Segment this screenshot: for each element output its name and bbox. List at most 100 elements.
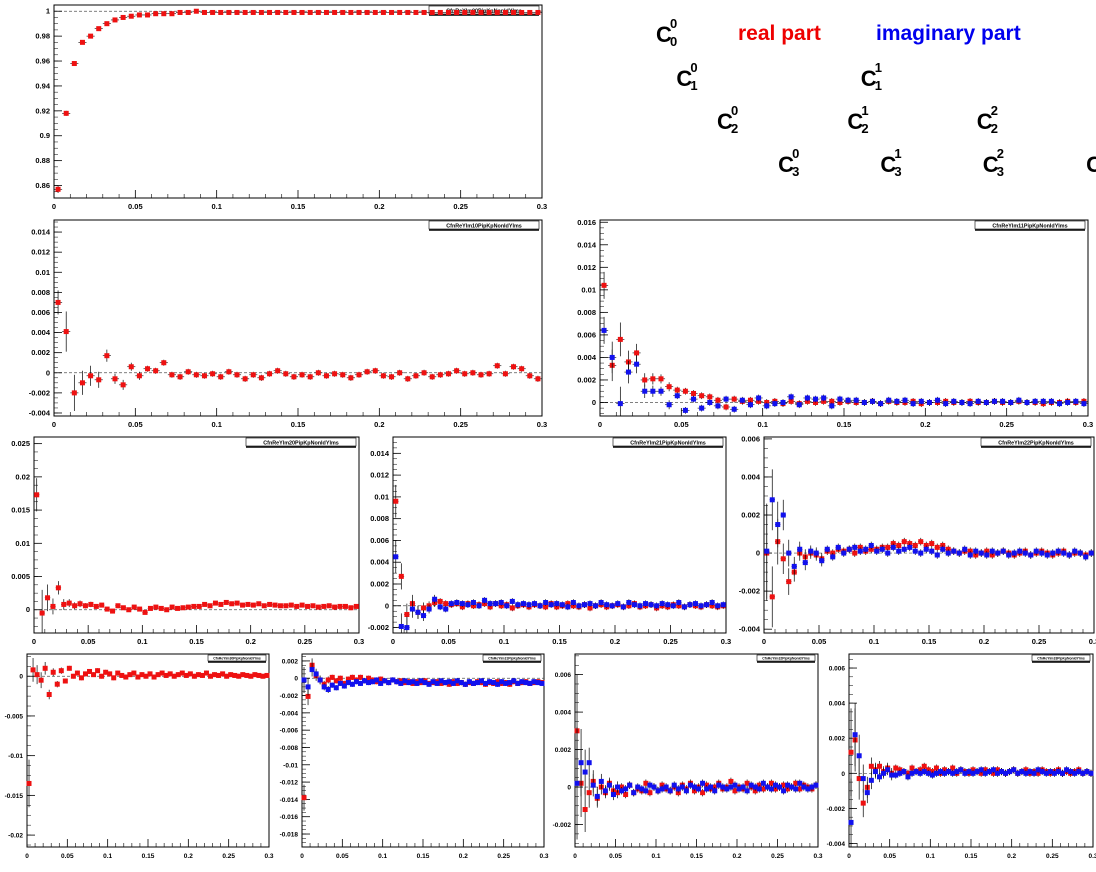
data-point <box>856 753 862 759</box>
data-point <box>918 398 924 404</box>
y-tick-label: -0.004 <box>739 625 761 634</box>
data-point <box>846 546 852 552</box>
data-point <box>372 368 378 374</box>
data-point <box>332 604 338 610</box>
data-point <box>720 602 726 608</box>
data-point <box>454 600 460 606</box>
data-point <box>780 512 786 518</box>
data-point <box>1047 769 1053 775</box>
data-point <box>153 368 159 374</box>
data-point <box>169 11 175 17</box>
data-point <box>868 777 874 783</box>
data-point <box>234 9 240 15</box>
data-point <box>747 397 753 403</box>
data-point <box>674 387 680 393</box>
data-point <box>728 784 734 790</box>
y-tick-label: 0.002 <box>577 375 596 384</box>
data-point <box>193 8 199 14</box>
data-point <box>207 603 213 609</box>
data-point <box>305 693 311 699</box>
data-point <box>250 9 256 15</box>
data-point <box>852 550 858 556</box>
data-point <box>1040 398 1046 404</box>
data-point <box>797 780 803 786</box>
data-point <box>95 668 101 674</box>
x-tick-label: 0.3 <box>1089 637 1096 646</box>
data-point <box>224 673 230 679</box>
data-point <box>502 371 508 377</box>
data-point <box>228 672 234 678</box>
data-point <box>459 601 465 607</box>
data-point <box>45 595 51 601</box>
data-point <box>852 732 858 738</box>
data-point <box>398 573 404 579</box>
data-point <box>87 668 93 674</box>
data-point <box>699 393 705 399</box>
data-point <box>356 9 362 15</box>
data-point <box>88 373 94 379</box>
chart-panel: 0 0.05 0.1 0.15 0.2 0.25 0.3 0 0.002 0.004 0.006 0.… <box>577 218 1093 429</box>
data-point <box>275 368 281 374</box>
data-point <box>486 371 492 377</box>
data-point <box>329 674 335 680</box>
data-point <box>796 402 802 408</box>
data-point <box>643 788 649 794</box>
data-point <box>147 605 153 611</box>
data-point <box>470 370 476 376</box>
data-point <box>145 366 151 372</box>
data-point <box>921 769 927 775</box>
data-point <box>635 784 641 790</box>
data-point <box>829 403 835 409</box>
data-point <box>1077 550 1083 556</box>
data-point <box>349 681 355 687</box>
data-point <box>663 784 669 790</box>
data-point <box>864 790 870 796</box>
x-tick-label: 0 <box>25 853 29 860</box>
data-point <box>437 372 443 378</box>
data-point <box>393 498 399 504</box>
data-point <box>934 552 940 558</box>
data-point <box>994 770 1000 776</box>
data-point <box>50 669 56 675</box>
data-point <box>615 784 621 790</box>
x-tick-label: 0.15 <box>417 853 430 860</box>
data-point <box>123 674 129 680</box>
y-tick-label: 0.006 <box>577 330 596 339</box>
data-point <box>397 9 403 15</box>
data-point <box>1065 399 1071 405</box>
data-point <box>587 601 593 607</box>
data-point <box>177 374 183 380</box>
data-point <box>96 26 102 32</box>
data-point <box>648 602 654 608</box>
data-point <box>494 9 500 15</box>
data-point <box>1000 548 1006 554</box>
data-point <box>861 399 867 405</box>
data-point <box>813 550 819 556</box>
data-point <box>180 605 186 611</box>
data-point <box>841 550 847 556</box>
chart-title: CfnReYlm33PipKpNonIdYlms <box>1037 657 1085 661</box>
data-point <box>183 672 189 678</box>
data-point <box>317 677 323 683</box>
data-point <box>1000 398 1006 404</box>
data-point <box>305 684 311 690</box>
data-point <box>907 544 913 550</box>
data-point <box>55 299 61 305</box>
x-tick-label: 0.1 <box>103 853 112 860</box>
y-tick-label: 0.015 <box>11 506 30 515</box>
data-point <box>723 404 729 410</box>
data-point <box>878 401 884 407</box>
data-point <box>326 603 332 609</box>
data-point <box>380 9 386 15</box>
data-point <box>46 692 52 698</box>
real-part-series <box>26 657 270 808</box>
data-point <box>185 604 191 610</box>
x-tick-label: 0.15 <box>189 637 204 646</box>
y-tick-label: 0.01 <box>35 268 50 277</box>
data-point <box>421 370 427 376</box>
x-tick-label: 0.05 <box>812 637 827 646</box>
data-point <box>499 679 505 685</box>
data-point <box>54 681 60 687</box>
data-point <box>175 605 181 611</box>
